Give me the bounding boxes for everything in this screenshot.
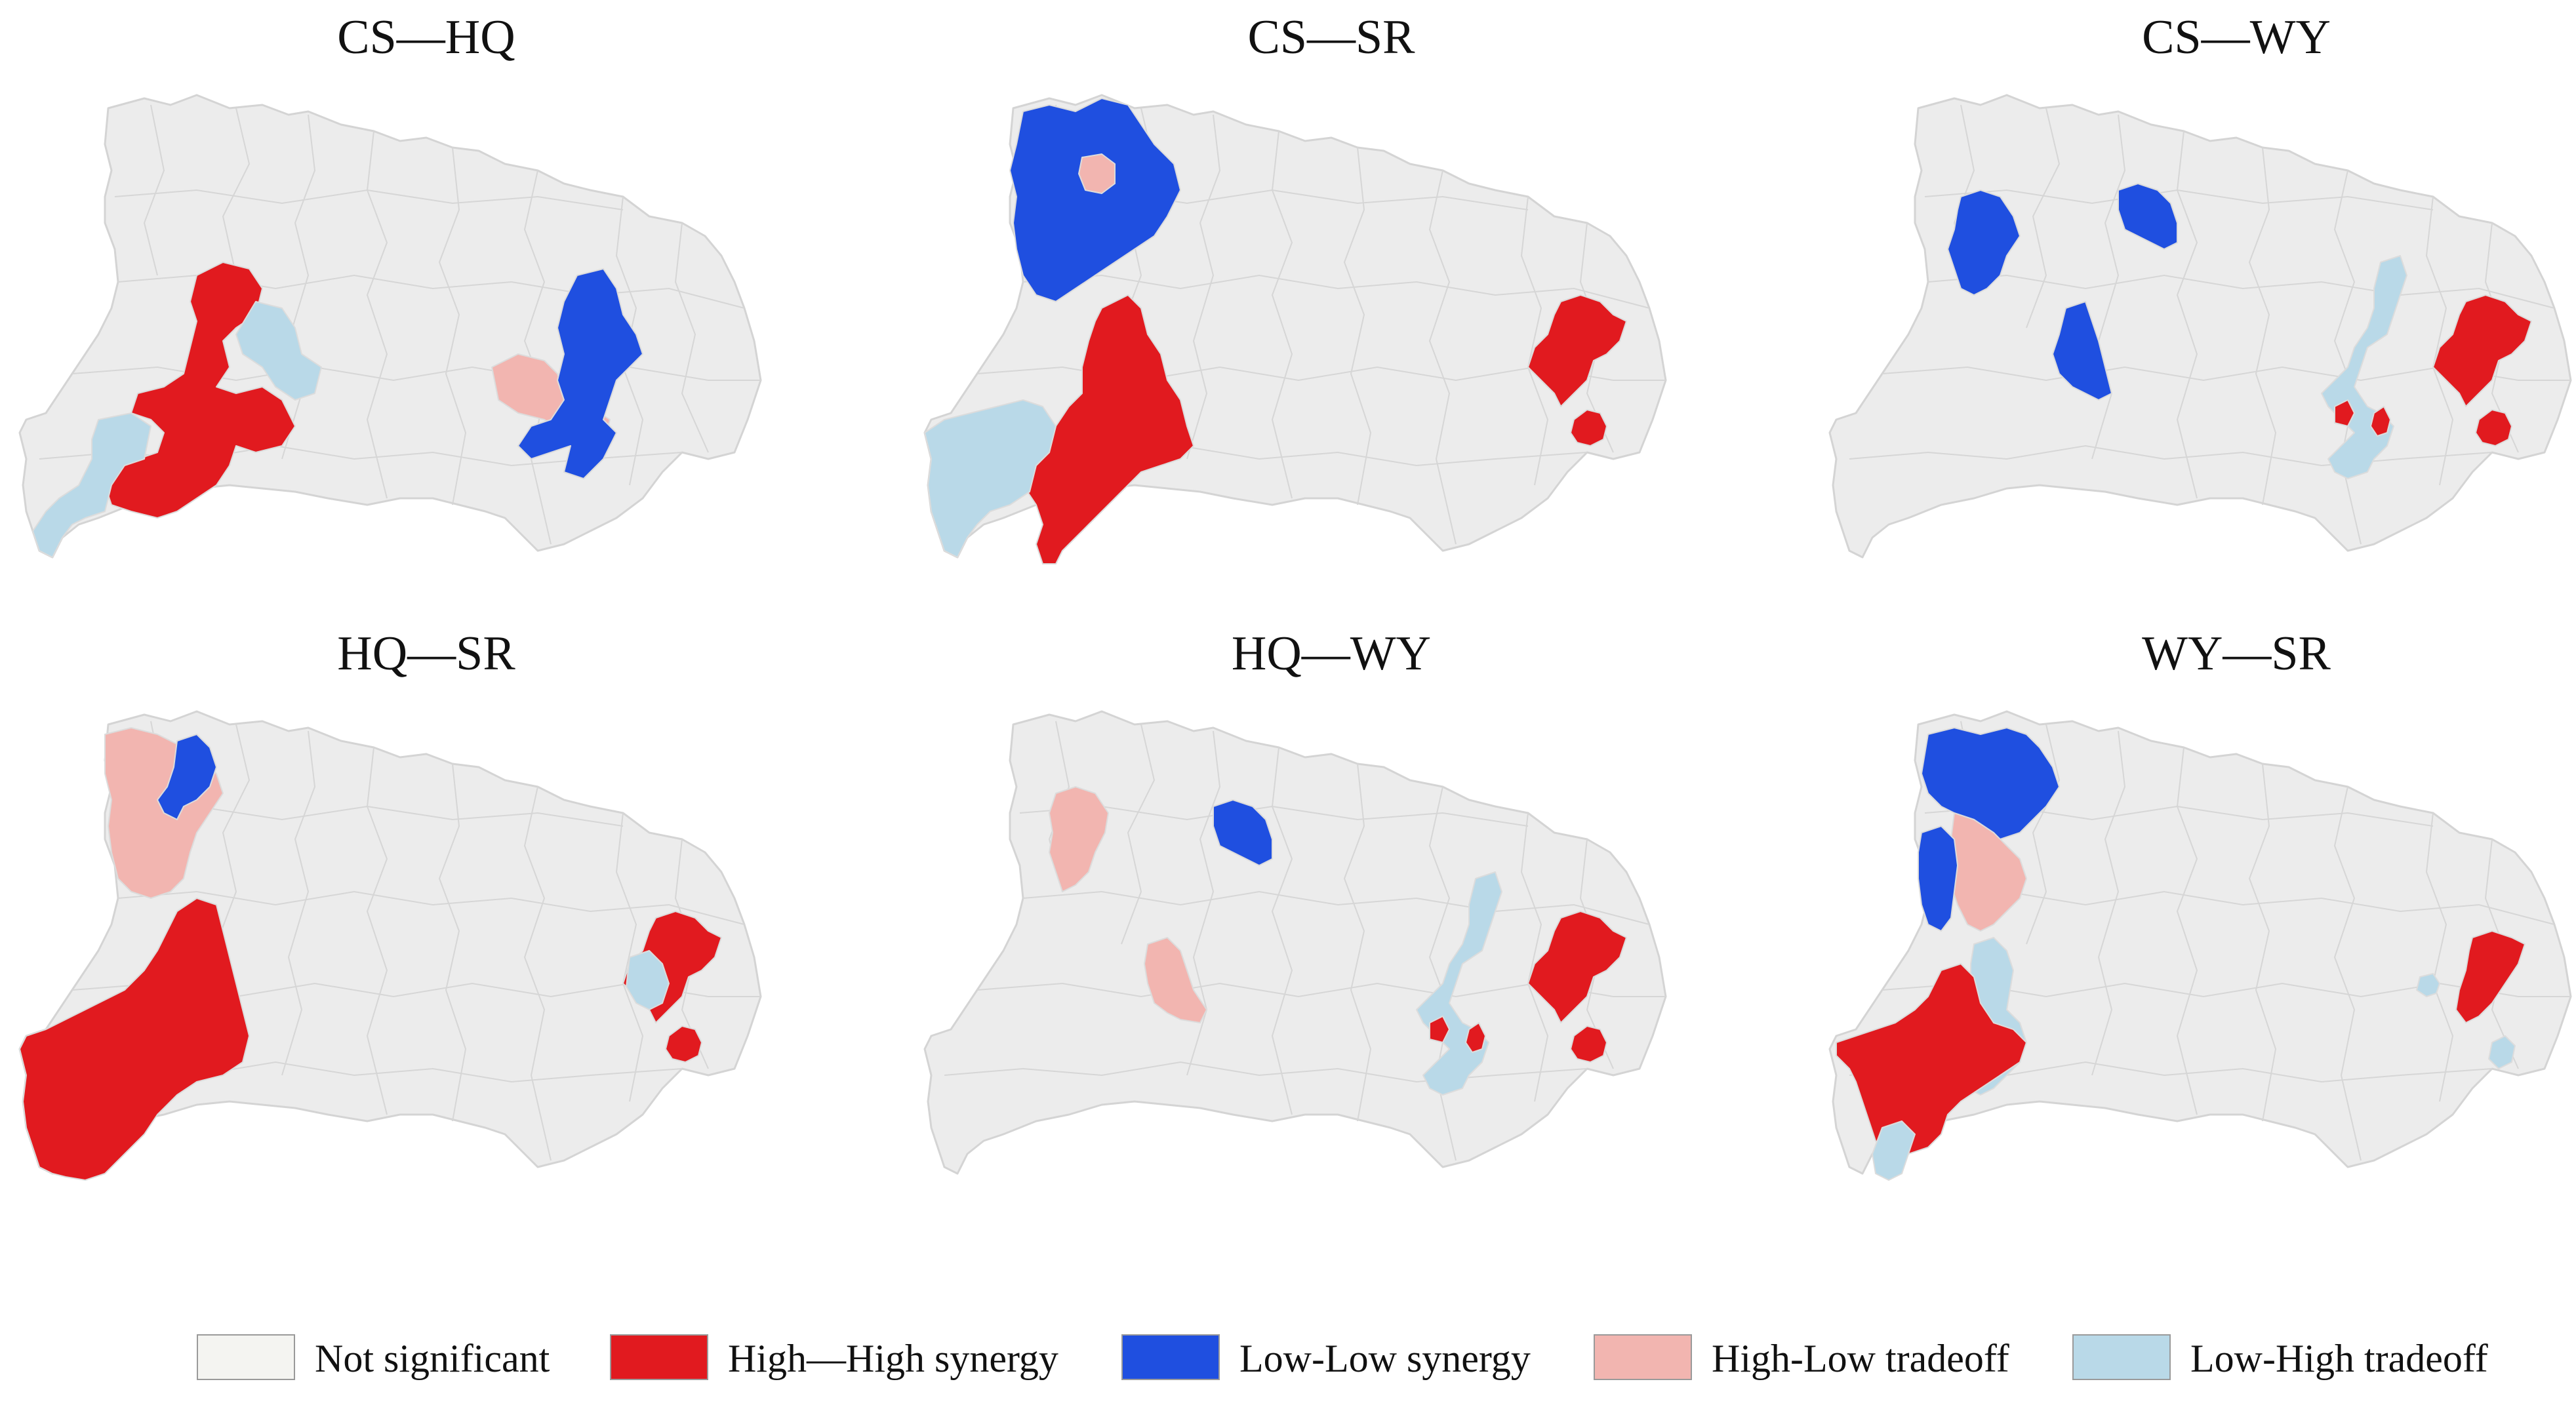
county-boundary xyxy=(2026,108,2061,328)
cluster-region-low-low xyxy=(157,734,217,820)
cluster-region-low-low xyxy=(1009,98,1181,302)
county-boundary xyxy=(2091,730,2126,1076)
cluster-region-low-high xyxy=(2416,973,2516,1069)
cluster-region-high-high xyxy=(1570,1025,1607,1063)
county-boundary xyxy=(2425,196,2454,486)
county-boundary xyxy=(2248,763,2277,1122)
county-boundary xyxy=(1849,445,2493,467)
cluster-region-low-low xyxy=(1921,727,2060,840)
county-boundary xyxy=(1343,147,1372,505)
legend-swatch xyxy=(2072,1334,2171,1380)
cluster-region-low-low xyxy=(1213,799,1273,866)
county-boundary xyxy=(1924,189,2434,210)
county-boundary xyxy=(2248,147,2277,505)
province-map xyxy=(1828,94,2572,559)
legend-label: Not significant xyxy=(315,1337,550,1380)
county-boundary xyxy=(523,786,552,1161)
cluster-region-low-low xyxy=(517,268,643,479)
panel-title: WY—SR xyxy=(2142,627,2331,681)
panel-title: CS—WY xyxy=(2142,10,2331,64)
province-map xyxy=(1828,710,2572,1181)
cluster-region-high-high xyxy=(2455,930,2526,1023)
county-boundary xyxy=(2026,724,2061,945)
county-boundary xyxy=(1186,114,1221,460)
cluster-region-low-high xyxy=(32,412,151,558)
county-boundary xyxy=(281,730,316,1076)
cluster-region-high-low xyxy=(1144,937,1207,1023)
legend-label: High-Low tradeoff xyxy=(1712,1337,2009,1380)
county-boundary xyxy=(438,763,467,1122)
map-panel: CS—WY xyxy=(1810,0,2576,590)
province-map xyxy=(18,710,762,1181)
panel-title: CS—SR xyxy=(1247,10,1415,64)
cluster-region-high-high xyxy=(1527,294,1627,407)
cluster-region-low-high xyxy=(1872,1120,1916,1181)
county-boundary xyxy=(944,1061,1588,1083)
cluster-region-high-low xyxy=(1049,786,1109,892)
cluster-region-high-high xyxy=(104,262,296,519)
panel-title: HQ—SR xyxy=(337,627,515,681)
map-panel: WY—SR xyxy=(1810,616,2576,1206)
legend: Not significant High—High synergy Low-Low … xyxy=(197,1328,2558,1387)
legend-swatch xyxy=(610,1334,708,1380)
legend-swatch xyxy=(197,1334,295,1380)
cluster-region-low-low xyxy=(1918,825,1958,932)
county-boundary xyxy=(615,812,644,1102)
county-boundary xyxy=(1022,890,1650,925)
legend-label: High—High synergy xyxy=(728,1337,1058,1380)
county-boundary xyxy=(216,724,251,945)
county-boundary xyxy=(2333,786,2362,1161)
county-boundary xyxy=(674,222,709,453)
cluster-region-high-low xyxy=(1078,153,1116,194)
cluster-region-low-low xyxy=(2052,301,2112,401)
county-boundary xyxy=(438,147,467,505)
legend-label: Low-Low synergy xyxy=(1239,1337,1531,1380)
province-map xyxy=(923,710,1667,1175)
cluster-region-low-high xyxy=(626,950,670,1010)
cluster-region-low-high xyxy=(235,301,322,401)
map-panel: HQ—SR xyxy=(0,616,853,1206)
cluster-region-low-low xyxy=(1947,189,2021,296)
province-map xyxy=(923,94,1667,565)
cluster-region-high-high xyxy=(19,898,250,1181)
cluster-region-low-high xyxy=(924,399,1057,558)
county-boundary xyxy=(1428,170,1457,545)
cluster-region-high-high xyxy=(2334,399,2391,437)
county-boundary xyxy=(1927,274,2555,309)
panel-title: HQ—WY xyxy=(1231,627,1432,681)
county-boundary xyxy=(143,104,165,276)
cluster-region-high-high xyxy=(2432,294,2532,407)
panel-title: CS—HQ xyxy=(337,10,515,64)
cluster-region-high-high xyxy=(2475,409,2512,446)
cluster-region-high-high xyxy=(1429,1016,1486,1053)
cluster-region-high-high xyxy=(1022,294,1194,565)
legend-label: Low-High tradeoff xyxy=(2190,1337,2488,1380)
county-boundary xyxy=(1121,724,1156,945)
legend-swatch xyxy=(1594,1334,1692,1380)
county-boundary xyxy=(1343,763,1372,1122)
legend-swatch xyxy=(1121,1334,1220,1380)
cluster-region-low-low xyxy=(2118,183,2178,250)
county-boundary xyxy=(1927,890,2555,925)
county-boundary xyxy=(117,890,745,925)
province-map xyxy=(18,94,762,559)
county-boundary xyxy=(1022,274,1650,309)
map-panel: CS—HQ xyxy=(0,0,853,590)
county-boundary xyxy=(1520,812,1549,1102)
cluster-region-high-high xyxy=(665,1025,702,1063)
county-boundary xyxy=(1520,196,1549,486)
county-boundary xyxy=(2425,812,2454,1102)
cluster-region-high-high xyxy=(1570,409,1607,446)
cluster-region-high-high xyxy=(1527,911,1627,1023)
county-boundary xyxy=(114,189,624,210)
map-panel: HQ—WY xyxy=(905,616,1758,1206)
map-panel: CS—SR xyxy=(905,0,1758,590)
